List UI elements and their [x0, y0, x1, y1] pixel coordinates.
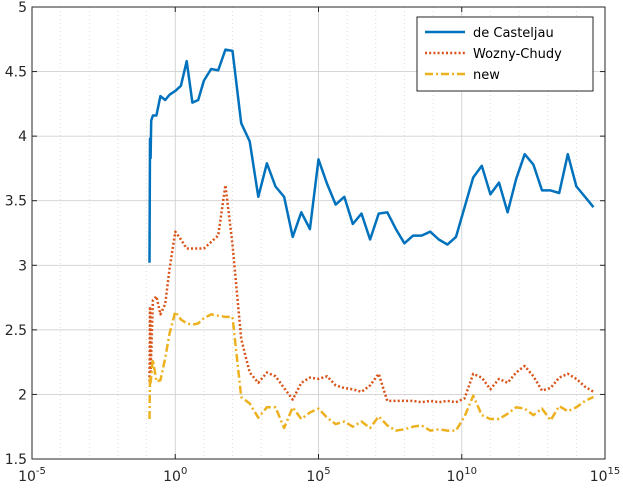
series-line-2 — [148, 183, 595, 404]
x-tick-labels: 10-5 100 105 1010 1015 — [18, 466, 620, 485]
y-tick-label: 3 — [18, 258, 27, 274]
y-tick-labels: 1.5 2 2.5 3 3.5 4 4.5 5 — [5, 0, 27, 468]
minor-grid — [60, 7, 577, 459]
x-tick-base: 10 — [446, 469, 464, 485]
series-layer — [148, 48, 595, 432]
legend: de Casteljau Wozny-Chudy new — [416, 16, 594, 92]
legend-label-3: new — [473, 68, 500, 83]
major-grid — [32, 7, 605, 459]
x-tick-base: 10 — [163, 469, 181, 485]
x-tick-label: 105 — [306, 466, 330, 485]
legend-label-2: Wozny-Chudy — [473, 47, 562, 62]
y-tick-label: 2 — [18, 387, 27, 403]
x-tick-exponent: -5 — [36, 466, 46, 477]
x-tick-base: 10 — [590, 469, 608, 485]
y-tick-label: 2.5 — [5, 323, 27, 339]
x-tick-exponent: 10 — [464, 466, 477, 477]
y-tick-label: 4 — [18, 129, 27, 145]
y-tick-label: 5 — [18, 0, 27, 16]
x-tick-label: 10-5 — [18, 466, 46, 485]
y-tick-label: 3.5 — [5, 194, 27, 210]
y-tick-label: 1.5 — [5, 452, 27, 468]
x-tick-base: 10 — [18, 469, 36, 485]
x-tick-exponent: 5 — [324, 466, 330, 477]
x-tick-exponent: 0 — [181, 466, 187, 477]
x-tick-label: 1015 — [590, 466, 621, 485]
ticks-layer — [31, 6, 606, 460]
y-tick-label: 4.5 — [5, 65, 27, 81]
x-tick-exponent: 15 — [608, 466, 621, 477]
x-tick-label: 100 — [163, 466, 187, 485]
x-tick-base: 10 — [306, 469, 324, 485]
legend-label-1: de Casteljau — [473, 26, 554, 41]
x-tick-label: 1010 — [446, 466, 477, 485]
series-line-1 — [148, 48, 595, 263]
